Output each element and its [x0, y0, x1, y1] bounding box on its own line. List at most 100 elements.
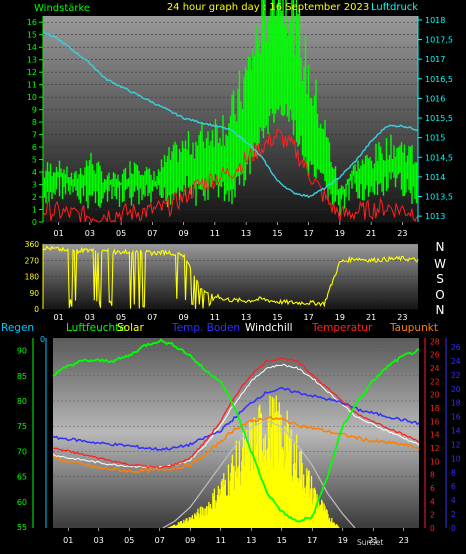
tick-label-temperature: 10 [430, 457, 440, 466]
legend-windchill: Windchill [245, 322, 293, 334]
x-tick-label-p1: 01 [54, 229, 64, 238]
x-tick-label-p1: 11 [210, 229, 220, 238]
tick-label-humidity: 70 [17, 447, 27, 456]
x-tick-label-p1: 07 [147, 229, 157, 238]
tick-label-wind: 15 [27, 31, 37, 40]
x-tick-label-p2: 09 [179, 313, 189, 322]
tick-label-pressure: 1013 [425, 212, 445, 221]
compass-w: W [434, 257, 446, 271]
tick-label-wind: 9 [32, 106, 37, 115]
tick-label-wind: 7 [32, 131, 37, 140]
x-tick-label-p1: 23 [397, 229, 407, 238]
tick-label-temperature: 12 [430, 444, 440, 453]
x-tick-label-p3: 15 [277, 536, 287, 545]
x-tick-label-p3: 07 [155, 536, 165, 545]
x-tick-label-p1: 15 [272, 229, 282, 238]
tick-label-humidity: 55 [17, 523, 27, 532]
x-tick-label-p2: 13 [241, 313, 251, 322]
wind-mean-line [42, 127, 419, 224]
tick-label-wind: 3 [32, 181, 37, 190]
tick-label-temperature: 26 [430, 351, 440, 360]
rain-axis-zero: 0 [40, 335, 45, 344]
tick-label-temperature: 4 [430, 497, 435, 506]
dewpoint-line [52, 415, 420, 474]
x-tick-label-p3: 09 [185, 536, 195, 545]
tick-label-humidity: 60 [17, 498, 27, 507]
x-tick-label-p3: 19 [338, 536, 348, 545]
tick-label-wind: 13 [27, 56, 37, 65]
tick-label-wind: 1 [32, 206, 37, 215]
tick-label-humidity: 75 [17, 422, 27, 431]
tick-label-direction: 0 [34, 305, 39, 314]
x-tick-label-p1: 03 [85, 229, 95, 238]
tick-label-wind: 8 [32, 118, 37, 127]
x-tick-label-p2: 23 [397, 313, 407, 322]
tick-label-direction: 90 [29, 289, 39, 298]
tick-label-humidity: 80 [17, 397, 27, 406]
tick-label-pressure: 1016 [425, 94, 445, 103]
tick-label-soil-temp: 20 [451, 385, 461, 394]
x-tick-label-p3: 11 [216, 536, 226, 545]
tick-label-pressure: 1015 [425, 134, 445, 143]
tick-label-direction: 360 [25, 240, 40, 249]
x-tick-label-p3: 13 [246, 536, 256, 545]
tick-label-wind: 12 [27, 68, 37, 77]
x-tick-label-p2: 15 [272, 313, 282, 322]
tick-label-humidity: 90 [17, 347, 27, 356]
tick-label-soil-temp: 12 [451, 440, 461, 449]
tick-label-wind: 0 [32, 218, 37, 227]
tick-label-humidity: 65 [17, 473, 27, 482]
pressure-axis-title: Luftdruck [371, 2, 418, 13]
tick-label-soil-temp: 8 [451, 468, 456, 477]
legend-temperatur: Temperatur [311, 322, 373, 334]
chart-title: 24 hour graph day : 16 September 2023 [167, 2, 369, 13]
tick-label-soil-temp: 22 [451, 371, 461, 380]
tick-label-wind: 4 [32, 168, 37, 177]
x-tick-label-p1: 17 [304, 229, 314, 238]
tick-label-pressure: 1016,5 [425, 75, 453, 84]
wind-axis-title: Windstärke [34, 3, 90, 14]
tick-label-wind: 10 [27, 93, 37, 102]
tick-label-temperature: 2 [430, 511, 435, 520]
tick-label-pressure: 1017,5 [425, 36, 453, 45]
humidity-line [52, 338, 420, 523]
tick-label-temperature: 24 [430, 364, 440, 373]
x-tick-label-p2: 03 [85, 313, 95, 322]
x-tick-label-p3: 21 [368, 536, 378, 545]
pressure-line [42, 30, 419, 199]
x-tick-label-p3: 17 [307, 536, 317, 545]
tick-label-temperature: 18 [430, 404, 440, 413]
temperature-line [52, 357, 420, 469]
tick-label-wind: 6 [32, 143, 37, 152]
tick-label-pressure: 1017 [425, 55, 445, 64]
tick-label-soil-temp: 4 [451, 496, 456, 505]
legend-taupunkt: Taupunkt [389, 322, 438, 334]
set-label: Set [371, 538, 383, 547]
tick-label-temperature: 28 [430, 337, 440, 346]
compass-n-bottom: N [436, 303, 445, 317]
compass-o: O [435, 288, 444, 302]
x-tick-label-p1: 05 [116, 229, 126, 238]
tick-label-wind: 2 [32, 193, 37, 202]
x-tick-label-p2: 01 [54, 313, 64, 322]
compass-n-top: N [436, 240, 445, 254]
tick-label-soil-temp: 10 [451, 454, 461, 463]
tick-label-pressure: 1013,5 [425, 192, 453, 201]
wind-direction-line [42, 245, 419, 309]
tick-label-soil-temp: 2 [451, 510, 456, 519]
solar-theoretical-line [162, 419, 356, 529]
x-tick-label-p2: 21 [366, 313, 376, 322]
sun-label: Sun [357, 538, 372, 547]
tick-label-wind: 16 [27, 18, 37, 27]
tick-label-soil-temp: 16 [451, 413, 461, 422]
x-tick-label-p1: 21 [366, 229, 376, 238]
tick-label-temperature: 16 [430, 417, 440, 426]
tick-label-soil-temp: 0 [451, 524, 456, 533]
x-tick-label-p3: 23 [399, 536, 409, 545]
legend-solar: Solar [117, 322, 144, 334]
tick-label-humidity: 85 [17, 372, 27, 381]
tick-label-pressure: 1014 [425, 173, 445, 182]
tick-label-temperature: 14 [430, 431, 440, 440]
